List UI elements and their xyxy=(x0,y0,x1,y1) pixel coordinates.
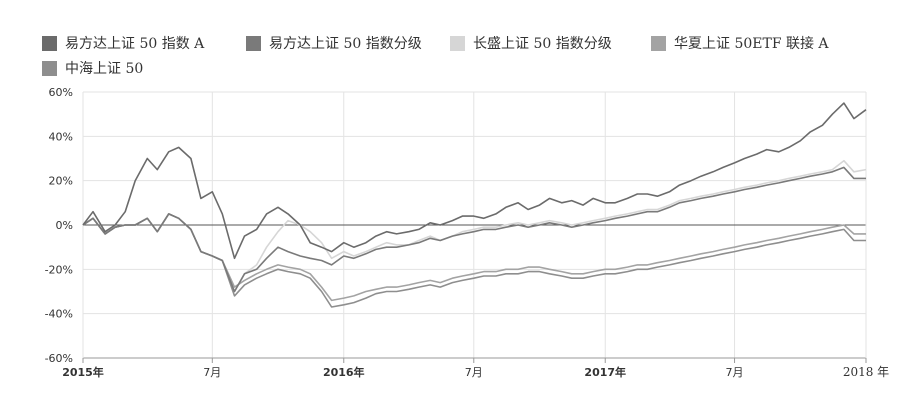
y-tick-label: 40% xyxy=(49,130,73,143)
y-tick-label: -40% xyxy=(45,308,73,321)
legend-label-3: 华夏上证 50ETF 联接 A xyxy=(674,36,829,52)
y-tick-label: -20% xyxy=(45,263,73,276)
legend-label-2: 长盛上证 50 指数分级 xyxy=(473,36,612,52)
y-tick-label: 0% xyxy=(56,219,73,232)
legend-swatch-3 xyxy=(651,35,666,51)
series-line-0 xyxy=(82,102,867,260)
x-tick-label: 2018 年 xyxy=(843,365,889,379)
x-tick-label: 2015年 xyxy=(62,365,104,379)
y-tick-label: -60% xyxy=(45,352,73,365)
x-tick-label: 7月 xyxy=(465,366,483,379)
legend-label-0: 易方达上证 50 指数 A xyxy=(65,36,205,52)
legend-swatch-4 xyxy=(42,60,57,76)
series-line-4 xyxy=(82,213,866,308)
legend-swatch-1 xyxy=(246,35,261,51)
legend-item-3[interactable]: 华夏上证 50ETF 联接 A xyxy=(651,33,829,53)
y-tick-label: 60% xyxy=(49,86,73,99)
x-tick-label: 2017年 xyxy=(584,365,626,379)
legend-item-2[interactable]: 长盛上证 50 指数分级 xyxy=(450,33,612,53)
y-tick-label: 20% xyxy=(49,175,73,188)
series-line-3 xyxy=(82,213,866,302)
x-tick-label: 7月 xyxy=(726,366,744,379)
x-tick-label: 2016年 xyxy=(323,365,365,379)
x-tick-label: 7月 xyxy=(203,366,221,379)
legend-swatch-0 xyxy=(42,35,57,51)
legend-item-4[interactable]: 中海上证 50 xyxy=(42,58,143,78)
legend-item-1[interactable]: 易方达上证 50 指数分级 xyxy=(246,33,422,53)
legend-label-1: 易方达上证 50 指数分级 xyxy=(269,36,422,52)
legend-swatch-2 xyxy=(450,35,465,51)
legend-item-0[interactable]: 易方达上证 50 指数 A xyxy=(42,33,204,53)
legend-label-4: 中海上证 50 xyxy=(65,61,144,77)
series-line-1 xyxy=(82,166,866,293)
